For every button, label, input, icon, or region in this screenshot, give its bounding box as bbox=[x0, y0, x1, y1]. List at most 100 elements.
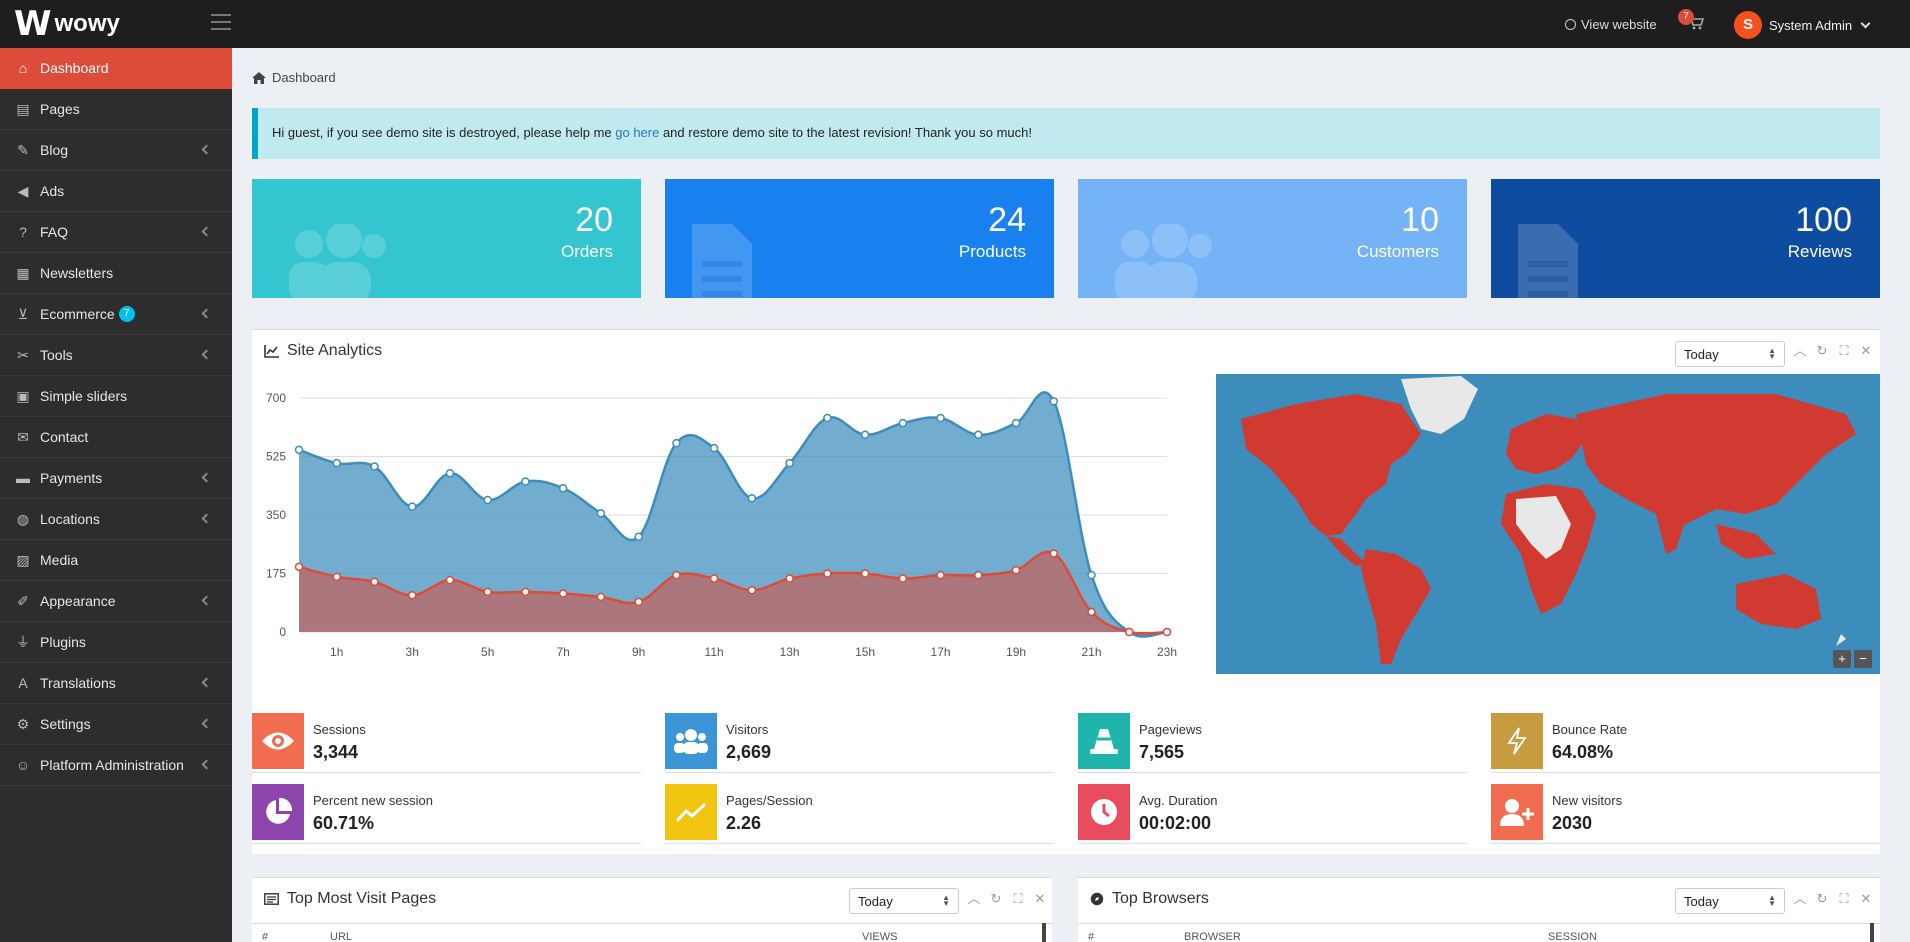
stat-label: Reviews bbox=[1787, 242, 1852, 261]
sidebar-item-tools[interactable]: ✂ Tools bbox=[0, 335, 232, 376]
metric-value: 2030 bbox=[1552, 813, 1593, 833]
sidebar-item-ads[interactable]: ◀ Ads bbox=[0, 171, 232, 212]
series-1-point bbox=[936, 570, 945, 580]
stat-box-reviews[interactable]: 100 Reviews bbox=[1491, 179, 1880, 298]
home-icon[interactable] bbox=[252, 71, 266, 84]
fullscreen-icon[interactable]: ⛶ bbox=[1839, 891, 1849, 906]
chevron-left-icon bbox=[201, 472, 212, 483]
refresh-icon[interactable]: ↻ bbox=[1816, 343, 1828, 358]
chevron-left-icon bbox=[201, 349, 212, 360]
range-select[interactable]: Today ▲ ▼ bbox=[1675, 888, 1785, 914]
metric-value: 2,669 bbox=[726, 742, 772, 762]
refresh-icon[interactable]: ↻ bbox=[990, 891, 1002, 906]
close-icon[interactable]: ✕ bbox=[1860, 891, 1872, 906]
sidebar-item-ecommerce[interactable]: ⊻ Ecommerce 7 bbox=[0, 294, 232, 335]
sidebar-item-plugins[interactable]: ⏚ Plugins bbox=[0, 622, 232, 663]
stat-box-orders[interactable]: 20 Orders bbox=[252, 179, 641, 298]
scrollbar[interactable] bbox=[1870, 923, 1874, 942]
stat-box-products[interactable]: 24 Products bbox=[665, 179, 1054, 298]
sidebar-item-dashboard[interactable]: ⌂ Dashboard bbox=[0, 48, 232, 89]
sidebar-item-faq[interactable]: ? FAQ bbox=[0, 212, 232, 253]
sidebar-item-settings[interactable]: ⚙ Settings bbox=[0, 704, 232, 745]
sidebar-item-payments[interactable]: ▬ Payments bbox=[0, 458, 232, 499]
metric-visitors: Visitors 2,669 bbox=[665, 713, 1054, 773]
collapse-icon[interactable]: ︿ bbox=[1793, 891, 1807, 906]
alert-text-before: Hi guest, if you see demo site is destro… bbox=[272, 125, 616, 140]
map-zoom-out-button[interactable]: − bbox=[1854, 650, 1872, 668]
x-tick-label: 19h bbox=[1006, 645, 1026, 659]
sidebar-item-media[interactable]: ▨ Media bbox=[0, 540, 232, 581]
image-icon: ▣ bbox=[16, 387, 30, 404]
file-icon bbox=[687, 224, 767, 298]
site-analytics-chart: 0 175 350 525 700 1h 3h 5h 7h 9h 11h 13h 15h 17h 19h 21… bbox=[266, 391, 1177, 659]
close-icon[interactable]: ✕ bbox=[1034, 891, 1046, 906]
fullscreen-icon[interactable]: ⛶ bbox=[1013, 891, 1023, 906]
range-select[interactable]: Today ▲ ▼ bbox=[849, 888, 959, 914]
series-1-point bbox=[558, 589, 568, 598]
sidebar: ⌂ Dashboard ▤ Pages ✎ Blog ◀ Ads? FAQ ▦ Newsletter… bbox=[0, 48, 232, 942]
sidebar-item-locations[interactable]: ◍ Locations bbox=[0, 499, 232, 540]
clock-icon bbox=[1078, 784, 1130, 840]
sidebar-item-pages[interactable]: ▤ Pages bbox=[0, 89, 232, 130]
y-tick-label: 525 bbox=[266, 450, 286, 464]
view-website-link[interactable]: View website bbox=[1565, 17, 1657, 32]
newspaper-icon bbox=[264, 893, 279, 905]
world-map[interactable]: + − bbox=[1216, 374, 1880, 674]
view-website-label: View website bbox=[1581, 17, 1657, 32]
language-icon: A bbox=[18, 675, 28, 691]
sidebar-item-label: Ads bbox=[40, 183, 65, 199]
cogs-icon: ⚙ bbox=[16, 715, 30, 732]
close-icon[interactable]: ✕ bbox=[1860, 343, 1872, 358]
envelope-icon: ✉ bbox=[17, 428, 29, 445]
series-1-area bbox=[299, 551, 1167, 634]
series-0-point bbox=[483, 495, 492, 505]
series-1-point bbox=[483, 587, 492, 597]
metric-percent-new-session: Percent new session 60.71% bbox=[252, 784, 641, 844]
metric-label: Sessions bbox=[313, 722, 366, 737]
logo[interactable]: W wowy bbox=[14, 4, 120, 44]
chevron-left-icon bbox=[201, 226, 212, 237]
cart-count-badge: 7 bbox=[1678, 9, 1694, 25]
series-0-point bbox=[1011, 418, 1021, 428]
y-tick-label: 0 bbox=[279, 625, 286, 639]
scrollbar[interactable] bbox=[1042, 923, 1046, 942]
brush-icon: ✐ bbox=[17, 592, 29, 609]
range-select[interactable]: Today ▲ ▼ bbox=[1675, 341, 1785, 367]
sidebar-item-blog[interactable]: ✎ Blog bbox=[0, 130, 232, 171]
sidebar-item-simple-sliders[interactable]: ▣ Simple sliders bbox=[0, 376, 232, 417]
hamburger-menu-icon[interactable] bbox=[211, 14, 231, 32]
top-browsers-panel: Top Browsers Today ▲ ▼ ︿ ↻ ⛶ ✕ # BROWSER … bbox=[1078, 877, 1880, 942]
user-menu[interactable]: S System Admin bbox=[1734, 11, 1871, 39]
collapse-icon[interactable]: ︿ bbox=[1793, 343, 1807, 358]
sidebar-item-platform-administration[interactable]: ☺ Platform Administration bbox=[0, 745, 232, 786]
alert-link[interactable]: go here bbox=[615, 125, 660, 140]
series-1-point bbox=[521, 587, 530, 597]
select-arrows-icon: ▲ ▼ bbox=[1768, 346, 1776, 361]
stat-box-customers[interactable]: 10 Customers bbox=[1078, 179, 1467, 298]
refresh-icon[interactable]: ↻ bbox=[1816, 891, 1828, 906]
collapse-icon[interactable]: ︿ bbox=[967, 891, 981, 906]
series-1-point bbox=[1011, 565, 1021, 575]
stat-label: Orders bbox=[561, 242, 613, 261]
chevron-left-icon bbox=[201, 144, 212, 155]
book-icon: ▤ bbox=[16, 100, 30, 117]
metric-bounce-rate: Bounce Rate 64.08% bbox=[1491, 713, 1880, 773]
fullscreen-icon[interactable]: ⛶ bbox=[1839, 343, 1849, 358]
metric-pages-session: Pages/Session 2.26 bbox=[665, 784, 1054, 844]
site-analytics-title: Site Analytics bbox=[287, 342, 383, 359]
sidebar-item-appearance[interactable]: ✐ Appearance bbox=[0, 581, 232, 622]
users-icon bbox=[274, 222, 394, 298]
sidebar-item-newsletters[interactable]: ▦ Newsletters bbox=[0, 253, 232, 294]
users-icon bbox=[665, 713, 717, 769]
series-1-point bbox=[898, 574, 908, 583]
sidebar-item-translations[interactable]: A Translations bbox=[0, 663, 232, 704]
file-icon bbox=[1513, 224, 1593, 298]
map-zoom-in-button[interactable]: + bbox=[1833, 650, 1851, 668]
sidebar-item-contact[interactable]: ✉ Contact bbox=[0, 417, 232, 458]
x-tick-label: 17h bbox=[931, 645, 951, 659]
metric-value: 60.71% bbox=[313, 813, 375, 833]
ecommerce-count-badge: 7 bbox=[118, 306, 135, 322]
eye-icon bbox=[252, 713, 304, 769]
series-0-point bbox=[823, 413, 832, 423]
home-icon: ⌂ bbox=[18, 60, 28, 76]
